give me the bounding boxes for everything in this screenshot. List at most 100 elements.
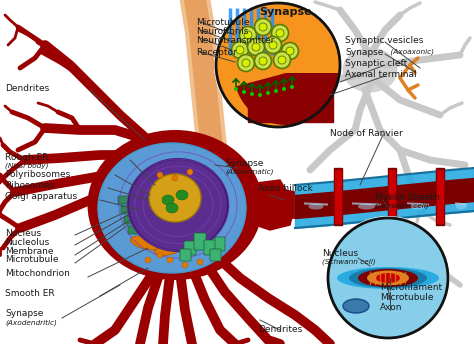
Circle shape — [172, 175, 178, 181]
Polygon shape — [437, 170, 443, 223]
Circle shape — [276, 29, 284, 37]
Text: Axonal terminal: Axonal terminal — [345, 69, 417, 78]
FancyBboxPatch shape — [215, 237, 225, 251]
Text: Ribosomes: Ribosomes — [5, 181, 54, 190]
Polygon shape — [335, 170, 341, 223]
Ellipse shape — [201, 205, 219, 215]
Text: (Axoaxonic): (Axoaxonic) — [388, 49, 434, 55]
FancyBboxPatch shape — [121, 206, 159, 214]
Circle shape — [255, 19, 272, 35]
Ellipse shape — [165, 172, 177, 178]
Text: Axon: Axon — [380, 303, 402, 312]
Ellipse shape — [173, 171, 185, 176]
Circle shape — [328, 218, 448, 338]
Text: Mitochondrion: Mitochondrion — [5, 269, 70, 279]
Circle shape — [266, 91, 270, 95]
Ellipse shape — [343, 47, 398, 93]
Ellipse shape — [456, 204, 466, 209]
Text: Microtubule: Microtubule — [5, 256, 58, 265]
Circle shape — [326, 216, 450, 340]
Text: (Nissl body): (Nissl body) — [5, 163, 48, 169]
Text: (Schwann cell): (Schwann cell) — [322, 259, 375, 265]
Circle shape — [259, 23, 267, 31]
Circle shape — [282, 87, 286, 91]
Text: Myelin Sheath: Myelin Sheath — [375, 193, 439, 202]
Ellipse shape — [349, 268, 427, 288]
Circle shape — [258, 93, 262, 97]
Circle shape — [237, 54, 255, 72]
FancyBboxPatch shape — [184, 241, 196, 255]
Text: Synapse: Synapse — [345, 47, 383, 56]
Text: Polyribosomes: Polyribosomes — [5, 170, 70, 179]
Circle shape — [157, 252, 163, 258]
Text: (Axosomatic): (Axosomatic) — [225, 169, 273, 175]
Circle shape — [239, 26, 256, 43]
Circle shape — [197, 259, 203, 265]
Ellipse shape — [162, 195, 174, 205]
FancyBboxPatch shape — [118, 196, 158, 204]
Text: Golgi apparatus: Golgi apparatus — [5, 192, 77, 201]
Circle shape — [242, 59, 250, 67]
Ellipse shape — [189, 168, 201, 173]
Circle shape — [244, 31, 252, 39]
Ellipse shape — [358, 269, 418, 287]
Ellipse shape — [343, 299, 369, 313]
Circle shape — [264, 36, 282, 54]
Circle shape — [157, 172, 163, 178]
FancyBboxPatch shape — [180, 249, 191, 261]
Text: Synapse: Synapse — [259, 7, 311, 17]
Circle shape — [278, 56, 286, 64]
Ellipse shape — [181, 170, 193, 174]
Text: Synapse: Synapse — [5, 310, 44, 319]
Circle shape — [252, 43, 260, 51]
Text: Node of Ranvier: Node of Ranvier — [330, 129, 403, 138]
Circle shape — [272, 24, 289, 42]
Circle shape — [282, 43, 299, 60]
Wedge shape — [236, 73, 338, 125]
Circle shape — [286, 47, 294, 55]
Ellipse shape — [367, 270, 409, 286]
Circle shape — [273, 52, 291, 68]
FancyBboxPatch shape — [204, 240, 216, 255]
Circle shape — [187, 169, 193, 175]
FancyBboxPatch shape — [124, 216, 160, 224]
Polygon shape — [436, 168, 444, 225]
Circle shape — [182, 262, 188, 268]
Circle shape — [231, 42, 248, 58]
Ellipse shape — [98, 143, 246, 273]
Ellipse shape — [181, 235, 203, 245]
Ellipse shape — [358, 204, 375, 209]
Circle shape — [250, 92, 254, 96]
Circle shape — [247, 39, 264, 55]
Text: Nucleus: Nucleus — [322, 248, 358, 258]
Text: Dendrites: Dendrites — [258, 325, 302, 334]
Text: (Axodendritic): (Axodendritic) — [5, 320, 57, 326]
Text: Receptor: Receptor — [196, 47, 237, 56]
Polygon shape — [388, 168, 396, 225]
Circle shape — [259, 57, 267, 65]
Circle shape — [269, 41, 277, 49]
Polygon shape — [248, 188, 300, 222]
Text: Smooth ER: Smooth ER — [5, 289, 55, 298]
Ellipse shape — [149, 174, 201, 222]
Circle shape — [274, 89, 278, 93]
Ellipse shape — [154, 245, 182, 256]
Text: Synaptic cleft: Synaptic cleft — [345, 58, 407, 67]
Ellipse shape — [130, 236, 160, 250]
Text: Dendrites: Dendrites — [5, 84, 49, 93]
Text: Axon hillock: Axon hillock — [258, 183, 313, 193]
Circle shape — [234, 87, 238, 91]
Polygon shape — [240, 180, 295, 230]
Ellipse shape — [376, 273, 400, 283]
Circle shape — [290, 85, 294, 89]
Text: Synapse: Synapse — [225, 159, 264, 168]
Text: Neurotransmitter: Neurotransmitter — [196, 35, 274, 44]
Ellipse shape — [309, 204, 324, 209]
Text: (Schwann cell): (Schwann cell) — [375, 203, 428, 209]
Circle shape — [236, 46, 244, 54]
Text: Membrane: Membrane — [5, 247, 54, 256]
Wedge shape — [216, 3, 340, 127]
Ellipse shape — [166, 203, 178, 213]
FancyBboxPatch shape — [210, 249, 221, 261]
Circle shape — [167, 257, 173, 263]
